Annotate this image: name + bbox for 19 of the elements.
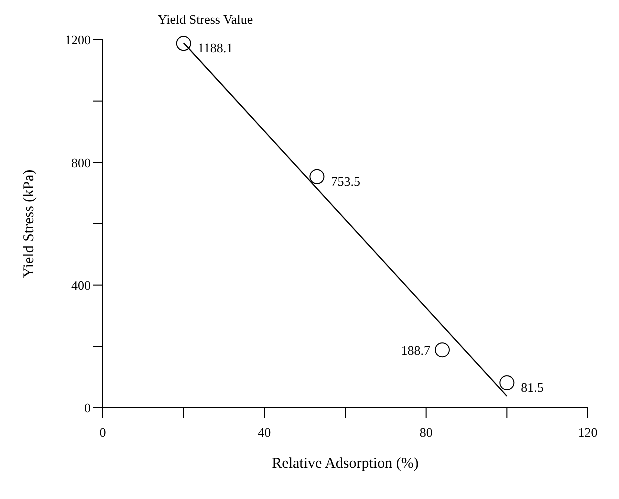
y-tick-label: 400 xyxy=(72,278,91,293)
chart-title: Yield Stress Value xyxy=(158,12,254,28)
data-label: 1188.1 xyxy=(198,40,234,56)
x-tick-label: 120 xyxy=(578,425,598,440)
y-tick-label: 1200 xyxy=(65,32,91,48)
point xyxy=(500,376,515,391)
point xyxy=(310,169,325,184)
x-axis-title: Relative Adsorption (%) xyxy=(272,456,419,472)
y-tick-label: 800 xyxy=(72,155,91,170)
point xyxy=(176,36,192,52)
point xyxy=(435,342,450,358)
data-label: 188.7 xyxy=(401,343,431,358)
data-label: 81.5 xyxy=(521,380,544,396)
y-tick-label: 0 xyxy=(84,400,91,416)
x-tick-label: 80 xyxy=(420,425,433,440)
x-tick-label: 0 xyxy=(100,425,106,440)
x-tick-label: 40 xyxy=(258,425,272,440)
data-label: 753.5 xyxy=(331,174,360,189)
y-axis-title: Yield Stress (kPa) xyxy=(21,170,38,278)
